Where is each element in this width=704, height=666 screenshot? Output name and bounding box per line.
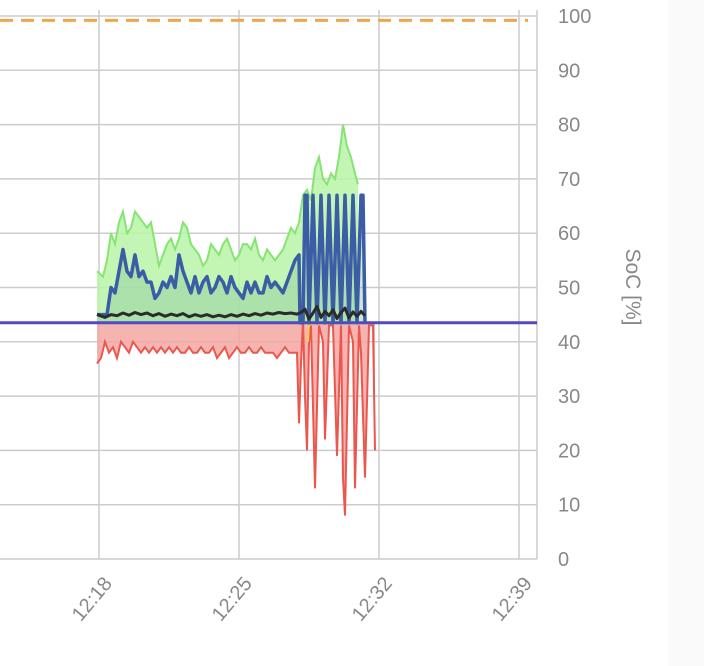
grid	[0, 10, 538, 560]
green-area	[97, 124, 358, 323]
y-tick-label: 90	[558, 60, 580, 82]
right-panel-edge	[668, 0, 704, 666]
red-area	[97, 320, 375, 516]
green-line	[96, 124, 359, 279]
x-tick-label: 12:39	[488, 573, 537, 625]
red-line	[96, 320, 376, 516]
y-tick-label: 40	[558, 332, 580, 354]
x-tick-label: 12:25	[208, 573, 257, 625]
x-tick-label: 12:18	[68, 573, 117, 625]
y-tick-label: 10	[558, 495, 580, 517]
x-tick-label: 12:32	[348, 573, 397, 625]
y-tick-label: 30	[558, 386, 580, 408]
y-tick-label: 60	[558, 223, 580, 245]
y-tick-label: 20	[558, 440, 580, 462]
y-tick-label: 70	[558, 169, 580, 191]
series-group	[0, 18, 537, 516]
black-line	[96, 305, 367, 321]
y-tick-label: 100	[558, 6, 591, 28]
y-axis-title: SoC [%]	[621, 248, 644, 325]
y-tick-label: 80	[558, 115, 580, 137]
y-tick-label: 0	[558, 549, 569, 571]
y-tick-label: 50	[558, 278, 580, 300]
blue-line	[97, 193, 367, 325]
